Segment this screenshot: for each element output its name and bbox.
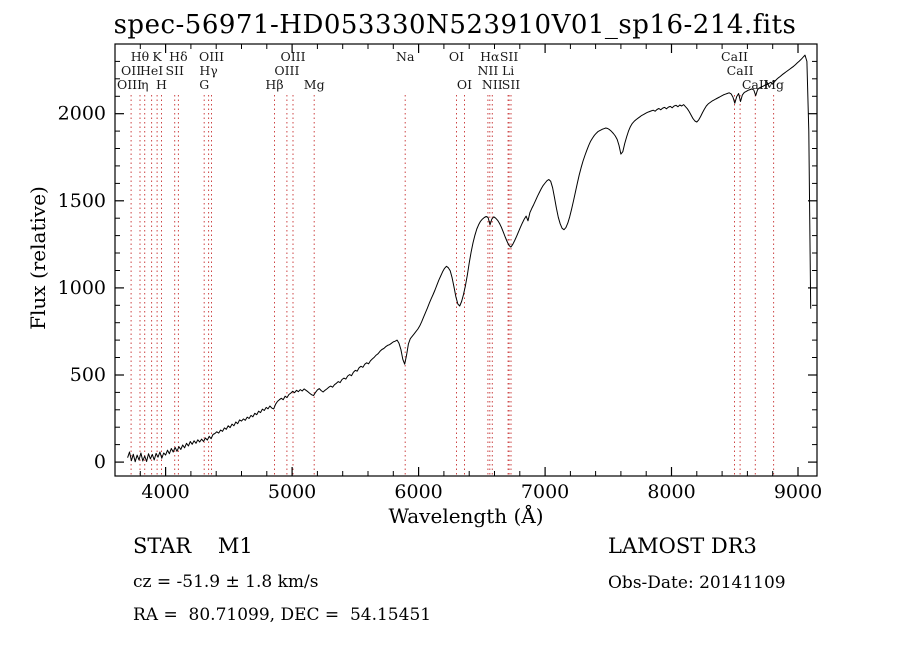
obs-date: Obs-Date: 20141109	[608, 573, 786, 593]
spectral-line-label: CaII	[742, 77, 769, 92]
spectral-line-label: SII	[502, 77, 521, 92]
spectral-line-label: Mg	[763, 77, 784, 92]
y-tick-label: 500	[70, 364, 106, 386]
object-class-subclass: STAR M1	[133, 534, 253, 558]
spectral-line-label: Li	[502, 63, 514, 78]
survey-release: LAMOST DR3	[608, 534, 757, 558]
spectral-line-label: SII	[500, 49, 519, 64]
spectral-line-label: HeI	[140, 63, 163, 78]
spectral-line-label: OII	[121, 63, 141, 78]
spectral-line-label: H	[156, 77, 167, 92]
spectral-line-label: SII	[165, 63, 184, 78]
spectral-line-label: CaII	[721, 49, 748, 64]
y-axis-label: Flux (relative)	[26, 186, 50, 330]
x-tick-label: 6000	[394, 481, 442, 503]
plot-title: spec-56971-HD053330N523910V01_sp16-214.f…	[113, 10, 797, 40]
x-tick-label: 8000	[647, 481, 695, 503]
spectral-line-label: Hα	[480, 49, 500, 64]
y-tick-label: 1000	[58, 277, 106, 299]
y-tick-label: 1500	[58, 190, 106, 212]
spectral-line-label: Mg	[304, 77, 325, 92]
y-tick-label: 0	[94, 451, 106, 473]
spectral-line-label: Hγ	[199, 63, 217, 78]
axis-box	[114, 43, 818, 477]
y-tick-label: 2000	[58, 103, 106, 125]
radial-velocity: cz = -51.9 ± 1.8 km/s	[133, 572, 319, 592]
x-tick-label: 5000	[268, 481, 316, 503]
spectral-line-label: OIII	[274, 63, 299, 78]
spectral-line-label: NII	[477, 63, 498, 78]
coordinates: RA = 80.71099, DEC = 54.15451	[133, 605, 432, 625]
spectral-line-label: Hθ	[131, 49, 149, 64]
x-tick-label: 4000	[141, 481, 189, 503]
spectral-line-label: NII	[482, 77, 503, 92]
spectral-line-label: Na	[396, 49, 415, 64]
x-tick-label: 7000	[521, 481, 569, 503]
x-axis-label: Wavelength (Å)	[388, 504, 544, 528]
spectral-line-label: OIII	[199, 49, 224, 64]
spectral-line-label: OIII	[280, 49, 305, 64]
spectral-line-label: OI	[457, 77, 472, 92]
spectral-line-label: OI	[449, 49, 464, 64]
spectrum-polyline	[127, 54, 812, 463]
spectral-line-label: OIII	[117, 77, 142, 92]
spectral-line-label: CaII	[727, 63, 754, 78]
spectral-line-label: Hδ	[169, 49, 187, 64]
spectral-line-label: K	[152, 49, 162, 64]
spectral-line-label: Hβ	[265, 77, 283, 92]
x-tick-label: 9000	[774, 481, 822, 503]
spectral-line-label: G	[199, 77, 209, 92]
spectral-line-label: η	[141, 77, 149, 92]
